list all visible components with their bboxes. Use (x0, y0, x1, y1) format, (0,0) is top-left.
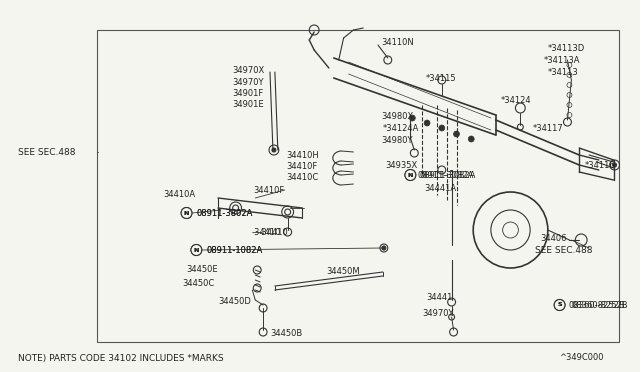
Text: *34115: *34115 (426, 74, 457, 83)
Text: 34441: 34441 (426, 294, 452, 302)
Text: 34410A: 34410A (163, 189, 195, 199)
Text: N: N (194, 247, 199, 253)
Text: SEE SEC.488: SEE SEC.488 (535, 246, 593, 254)
Text: 08911-1082A: 08911-1082A (206, 246, 262, 254)
Text: *34113: *34113 (548, 67, 579, 77)
Text: ^349C000: ^349C000 (559, 353, 604, 362)
Text: —34410: —34410 (253, 228, 288, 237)
Text: 34406: 34406 (540, 234, 566, 243)
Text: 34410H: 34410H (287, 151, 319, 160)
Text: N: N (194, 247, 199, 253)
Text: 34410F: 34410F (253, 186, 285, 195)
Circle shape (191, 244, 202, 256)
Text: 34450B: 34450B (270, 330, 302, 339)
Circle shape (181, 208, 192, 218)
Text: 34970Y: 34970Y (422, 310, 454, 318)
Text: 34980X: 34980X (381, 112, 413, 121)
Text: S: S (557, 302, 562, 308)
Text: 34980Y: 34980Y (381, 135, 412, 144)
Text: 34441A: 34441A (424, 183, 456, 192)
Bar (97, 30, 619, 342)
Text: 34901E: 34901E (233, 99, 264, 109)
Text: 08911-3802A: 08911-3802A (196, 208, 253, 218)
Text: 34110N: 34110N (381, 38, 413, 46)
Text: *34124: *34124 (500, 96, 531, 105)
Circle shape (410, 115, 415, 121)
Text: N: N (408, 173, 413, 177)
Text: *34113A: *34113A (544, 55, 580, 64)
Text: 34450M: 34450M (326, 267, 360, 276)
Text: 08911-1082A: 08911-1082A (206, 246, 262, 254)
Text: *34124A: *34124A (383, 124, 419, 132)
Text: 08360-8252B: 08360-8252B (568, 301, 625, 310)
Circle shape (405, 170, 416, 180)
Text: SEE SEC.488: SEE SEC.488 (18, 148, 75, 157)
Text: N: N (408, 173, 413, 177)
Text: S: S (557, 302, 562, 308)
Circle shape (181, 208, 192, 218)
Circle shape (439, 125, 445, 131)
Circle shape (612, 163, 616, 167)
Circle shape (468, 136, 474, 142)
Text: 34410C: 34410C (287, 173, 319, 182)
Text: 34970Y: 34970Y (233, 77, 264, 87)
Text: *34116: *34116 (585, 160, 616, 170)
Text: 08911-3082A: 08911-3082A (417, 170, 474, 180)
Text: 34450E: 34450E (186, 266, 218, 275)
Text: 08911-3802A: 08911-3802A (196, 208, 253, 218)
Text: 34901F: 34901F (233, 89, 264, 97)
Text: N: N (184, 211, 189, 215)
Text: 34970X: 34970X (233, 65, 265, 74)
Text: *34113D: *34113D (548, 44, 585, 52)
Circle shape (424, 120, 430, 126)
Text: 34450C: 34450C (182, 279, 215, 289)
Circle shape (454, 131, 460, 137)
Circle shape (382, 246, 386, 250)
Text: 34935X: 34935X (385, 160, 417, 170)
Circle shape (554, 299, 565, 311)
Text: 34410F: 34410F (287, 161, 318, 170)
Text: 08911-3082A: 08911-3082A (419, 170, 476, 180)
Circle shape (272, 148, 276, 152)
Text: 08360-8252B: 08360-8252B (572, 301, 628, 310)
Text: N: N (184, 211, 189, 215)
Text: NOTE) PARTS CODE 34102 INCLUDES *MARKS: NOTE) PARTS CODE 34102 INCLUDES *MARKS (18, 353, 223, 362)
Circle shape (191, 244, 202, 256)
Text: *34117: *34117 (533, 124, 564, 132)
Circle shape (554, 299, 565, 311)
Circle shape (405, 170, 416, 180)
Text: -34410: -34410 (252, 228, 281, 237)
Text: 34450D: 34450D (218, 298, 251, 307)
